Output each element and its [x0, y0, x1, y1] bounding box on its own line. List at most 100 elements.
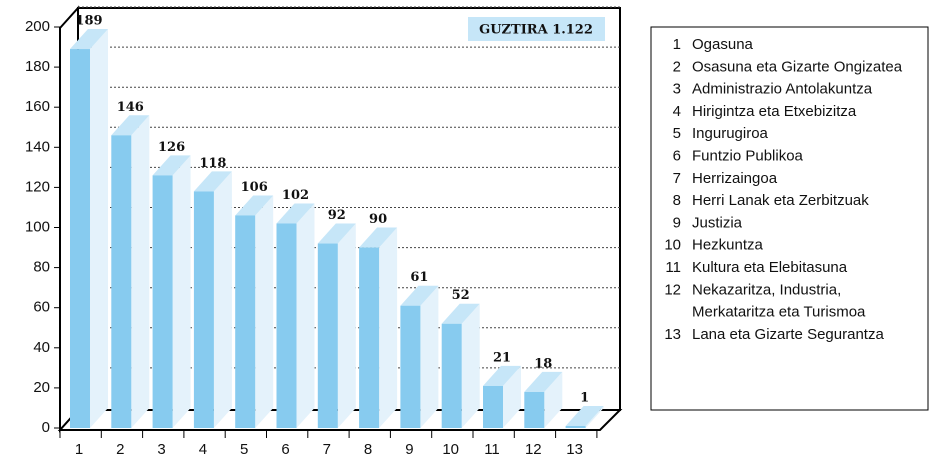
bar-side: [503, 365, 521, 428]
bar-side: [255, 195, 274, 428]
y-tick-label: 120: [25, 178, 50, 195]
y-tick-label: 100: [25, 218, 50, 235]
legend-label: Osasuna eta Gizarte Ongizatea: [692, 58, 903, 75]
legend-label: Herrizaingoa: [692, 170, 778, 187]
bar: [152, 175, 173, 428]
y-tick-label: 180: [25, 58, 50, 75]
bar-top: [565, 405, 604, 426]
legend-label: Merkataritza eta Turismoa: [692, 304, 866, 321]
x-tick-label: 4: [199, 441, 207, 458]
bar: [70, 49, 90, 429]
legend-label: Hezkuntza: [692, 237, 764, 254]
bar-top: [276, 203, 315, 224]
bar-top: [441, 303, 480, 324]
annotation: GUZTIRA 1.122: [479, 23, 593, 38]
bar-side: [131, 115, 150, 429]
bar-top: [524, 371, 563, 392]
legend-key: 12: [664, 281, 681, 298]
value-label: 189: [75, 14, 102, 29]
x-tick-label: 12: [525, 441, 542, 458]
x-tick-label: 13: [566, 441, 583, 458]
value-label: 126: [158, 140, 185, 155]
y-tick-label: 20: [33, 379, 50, 396]
legend-label: Herri Lanak eta Zerbitzuak: [692, 192, 869, 209]
x-tick-label: 9: [405, 441, 413, 458]
bar-side: [90, 29, 108, 429]
y-tick-label: 0: [42, 419, 50, 436]
y-tick-label: 140: [25, 138, 50, 155]
legend-label: Funtzio Publikoa: [692, 147, 804, 164]
legend-key: 8: [673, 192, 681, 209]
bar-top: [400, 285, 439, 306]
bar-side: [585, 405, 604, 428]
bar-side: [337, 223, 356, 428]
x-tick-label: 7: [323, 441, 331, 458]
bar: [359, 247, 380, 428]
y-tick-label: 200: [25, 18, 50, 35]
legend-label: Lana eta Gizarte Segurantza: [692, 326, 884, 343]
bar: [276, 223, 297, 428]
annotation-box: [468, 17, 605, 41]
bar-side: [296, 203, 315, 428]
value-label: 146: [117, 100, 144, 115]
legend-key: 11: [665, 259, 681, 276]
legend-key: 4: [673, 103, 681, 120]
legend-key: 3: [673, 81, 681, 98]
x-tick-label: 6: [281, 441, 289, 458]
y-tick-label: 160: [25, 98, 50, 115]
legend-label: Nekazaritza, Industria,: [692, 281, 841, 298]
x-tick-label: 2: [116, 441, 124, 458]
legend-key: 5: [673, 125, 681, 142]
value-label: 52: [452, 288, 470, 303]
bar-top: [152, 155, 191, 176]
bar-top: [483, 365, 521, 386]
legend-box: [650, 26, 929, 411]
legend-label: Justizia: [692, 214, 743, 231]
bar-side: [420, 285, 439, 428]
bar-top: [70, 29, 108, 50]
legend-key: 6: [673, 147, 681, 164]
bar: [111, 135, 132, 428]
bar: [400, 305, 421, 428]
value-label: 102: [282, 188, 309, 203]
value-label: 106: [241, 180, 268, 195]
x-tick-label: 1: [75, 441, 83, 458]
y-tick-label: 60: [33, 299, 50, 316]
value-label: 92: [328, 208, 346, 223]
legend-key: 1: [673, 36, 681, 53]
bar-top: [359, 227, 398, 248]
bar-side: [213, 171, 232, 428]
legend-key: 13: [664, 326, 681, 343]
value-label: 21: [493, 350, 511, 365]
x-tick-label: 5: [240, 441, 248, 458]
legend-key: 7: [673, 170, 681, 187]
x-tick-label: 10: [442, 441, 459, 458]
value-label: 18: [534, 356, 552, 371]
bar-top: [317, 223, 356, 244]
x-tick-label: 11: [484, 441, 500, 458]
legend-label: Ogasuna: [692, 36, 754, 53]
legend-key: 2: [673, 58, 681, 75]
bar-top: [235, 195, 274, 216]
bar: [483, 385, 503, 428]
bar: [235, 215, 256, 428]
bar: [565, 425, 586, 428]
value-label: 1: [580, 390, 589, 405]
bar-side: [461, 303, 480, 428]
bar: [441, 323, 462, 428]
bar-side: [379, 227, 398, 428]
legend-label: Ingurugiroa: [692, 125, 769, 142]
x-tick-label: 8: [364, 441, 372, 458]
bar-top: [193, 171, 232, 192]
legend-label: Hirigintza eta Etxebizitza: [692, 103, 857, 120]
x-tick-label: 3: [157, 441, 165, 458]
value-label: 61: [410, 270, 428, 285]
y-tick-label: 80: [33, 259, 50, 276]
value-label: 90: [369, 212, 387, 227]
bar: [524, 391, 545, 428]
legend-label: Administrazio Antolakuntza: [692, 81, 873, 98]
bar-side: [172, 155, 191, 428]
bar: [317, 243, 338, 428]
bar: [193, 191, 214, 428]
